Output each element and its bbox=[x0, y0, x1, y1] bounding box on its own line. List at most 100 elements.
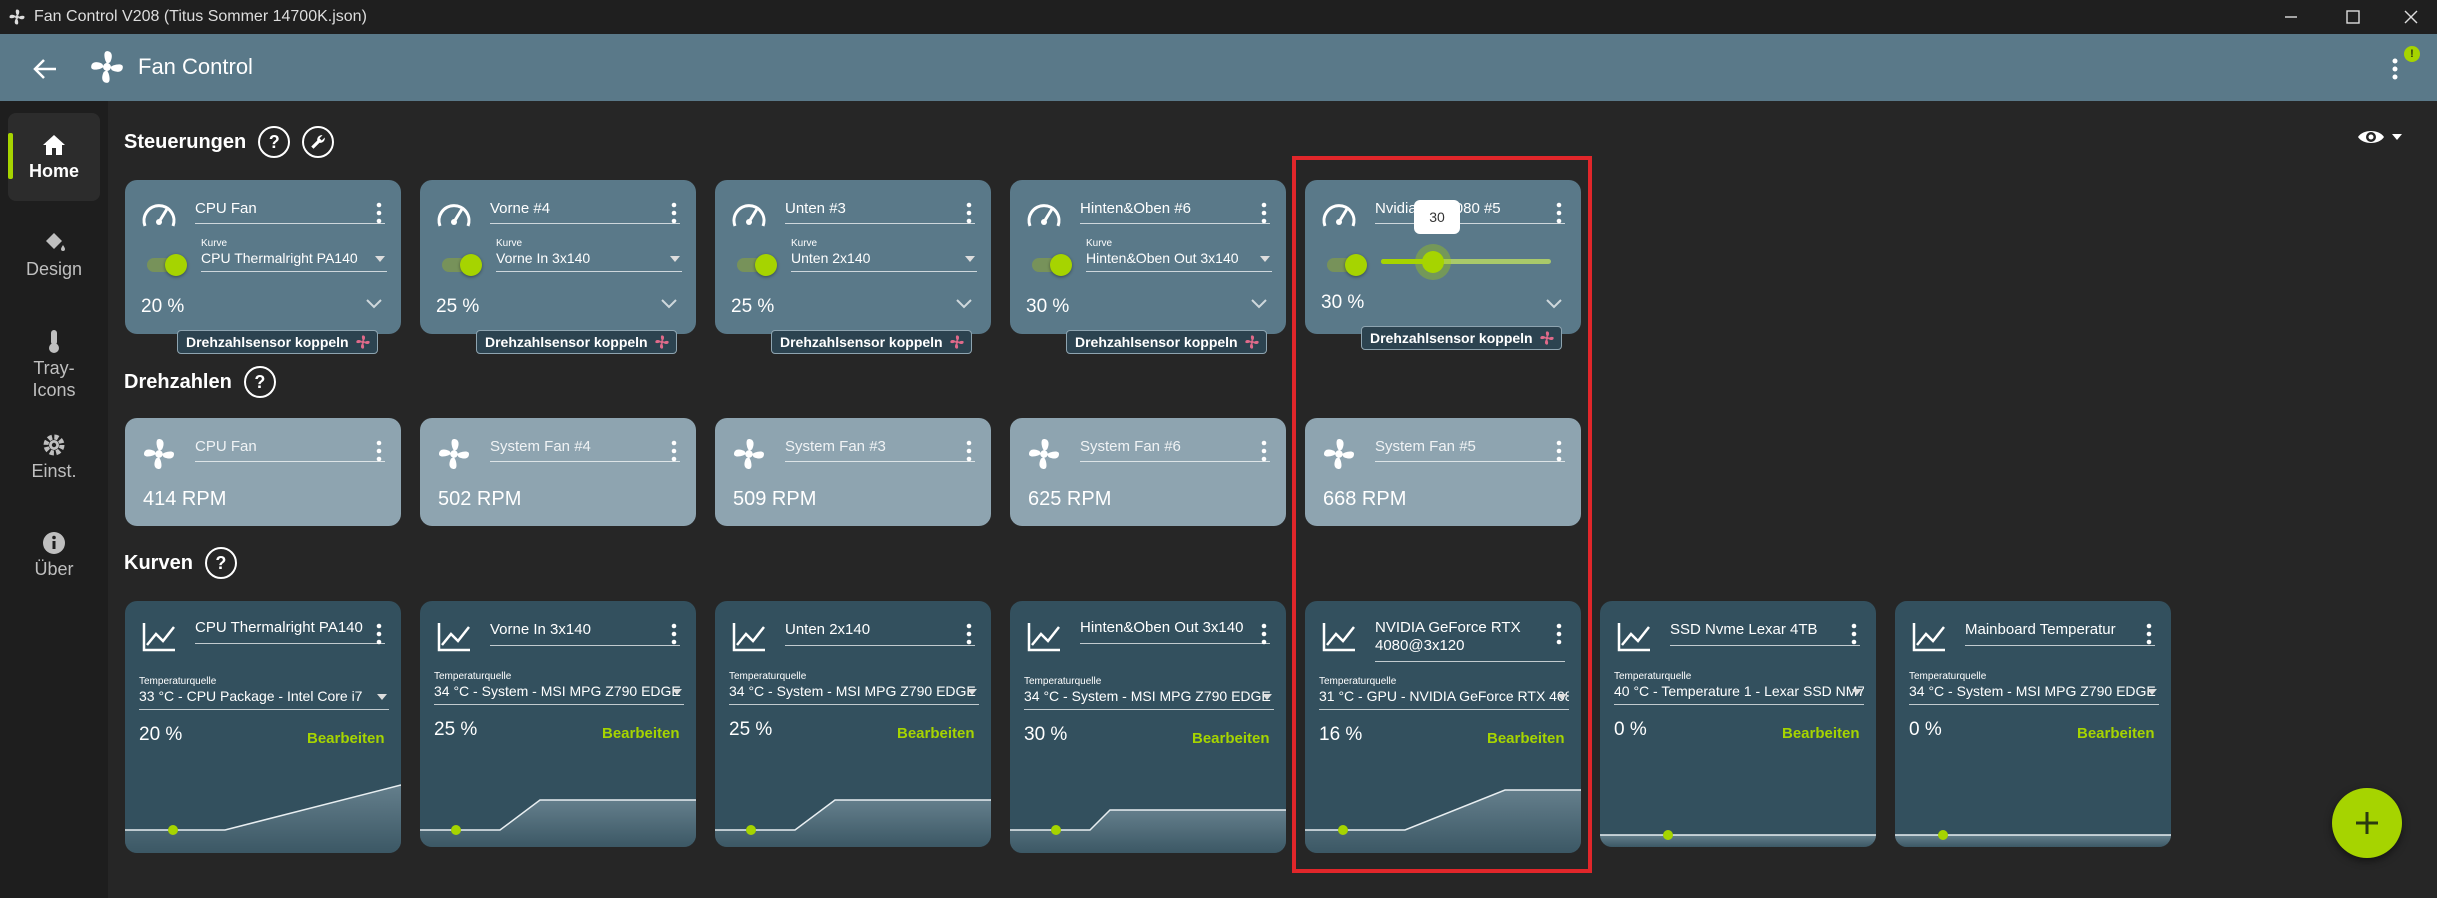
curve-card[interactable]: SSD Nvme Lexar 4TB Temperaturquelle 40 °C … bbox=[1600, 601, 1876, 847]
more-vert-icon[interactable] bbox=[375, 440, 383, 462]
couple-sensor-button[interactable]: Drehzahlsensor koppeln bbox=[1066, 330, 1267, 354]
curve-name-field[interactable]: Mainboard Temperatur bbox=[1965, 621, 2155, 646]
edit-curve-button[interactable]: Bearbeiten bbox=[1782, 725, 1860, 742]
temperature-source-select[interactable]: 40 °C - Temperature 1 - Lexar SSD NM790 bbox=[1614, 683, 1864, 705]
sensor-name-field[interactable]: System Fan #6 bbox=[1080, 438, 1270, 462]
control-name-field[interactable]: Vorne #4 bbox=[490, 200, 680, 224]
more-vert-icon[interactable] bbox=[1555, 623, 1563, 645]
curve-select[interactable]: CPU Thermalright PA140 bbox=[201, 250, 387, 272]
curve-select[interactable]: Vorne In 3x140 bbox=[496, 250, 682, 272]
couple-sensor-button[interactable]: Drehzahlsensor koppeln bbox=[476, 330, 677, 354]
more-vert-icon[interactable] bbox=[670, 623, 678, 645]
curve-card[interactable]: Hinten&Oben Out 3x140 Temperaturquelle 34 … bbox=[1010, 601, 1286, 853]
curve-select[interactable]: Unten 2x140 bbox=[791, 250, 977, 272]
temperature-source-select[interactable]: 33 °C - CPU Package - Intel Core i7 bbox=[139, 688, 389, 710]
more-vert-icon[interactable] bbox=[2145, 623, 2153, 645]
temperature-source-select[interactable]: 34 °C - System - MSI MPG Z790 EDGE bbox=[1024, 688, 1274, 710]
more-vert-icon[interactable] bbox=[375, 623, 383, 645]
sidebar-item-about[interactable]: Über bbox=[8, 511, 100, 599]
control-card[interactable]: Vorne #4 Kurve Vorne In 3x140 25 % bbox=[420, 180, 696, 334]
more-vert-icon[interactable] bbox=[1260, 623, 1268, 645]
chevron-down-icon[interactable] bbox=[1250, 298, 1268, 310]
curve-card[interactable]: Unten 2x140 Temperaturquelle 34 °C - Syste… bbox=[715, 601, 991, 847]
edit-curve-button[interactable]: Bearbeiten bbox=[602, 725, 680, 742]
control-card[interactable]: CPU Fan Kurve CPU Thermalright PA140 20 % bbox=[125, 180, 401, 334]
more-vert-icon[interactable] bbox=[965, 202, 973, 224]
sensor-name-field[interactable]: System Fan #4 bbox=[490, 438, 680, 462]
curve-card[interactable]: CPU Thermalright PA140 Temperaturquelle 33… bbox=[125, 601, 401, 853]
curve-card[interactable]: Vorne In 3x140 Temperaturquelle 34 °C - Sy… bbox=[420, 601, 696, 847]
rpm-card[interactable]: CPU Fan 414 RPM bbox=[125, 418, 401, 526]
more-vert-icon[interactable] bbox=[1850, 623, 1858, 645]
enable-toggle[interactable] bbox=[442, 254, 482, 276]
edit-curve-button[interactable]: Bearbeiten bbox=[307, 730, 385, 747]
rpm-card[interactable]: System Fan #3 509 RPM bbox=[715, 418, 991, 526]
control-name-field[interactable]: Hinten&Oben #6 bbox=[1080, 200, 1270, 224]
more-vert-icon[interactable] bbox=[1555, 440, 1563, 462]
maximize-button[interactable] bbox=[2318, 0, 2388, 34]
curve-name-field[interactable]: CPU Thermalright PA140 bbox=[195, 619, 385, 644]
more-vert-icon[interactable] bbox=[965, 440, 973, 462]
close-button[interactable] bbox=[2376, 0, 2437, 34]
visibility-eye-icon[interactable] bbox=[2356, 124, 2406, 150]
edit-curve-button[interactable]: Bearbeiten bbox=[1487, 730, 1565, 747]
more-vert-icon[interactable] bbox=[1260, 202, 1268, 224]
minimize-button[interactable] bbox=[2256, 0, 2326, 34]
back-arrow-icon[interactable] bbox=[30, 54, 60, 84]
chevron-down-icon[interactable] bbox=[660, 298, 678, 310]
sidebar-item-settings[interactable]: Einst. bbox=[8, 413, 100, 501]
help-button[interactable]: ? bbox=[243, 366, 276, 398]
more-vert-icon[interactable] bbox=[1260, 440, 1268, 462]
temperature-source-select[interactable]: 34 °C - System - MSI MPG Z790 EDGE bbox=[1909, 683, 2159, 705]
add-button[interactable] bbox=[2332, 788, 2402, 858]
temperature-source-select[interactable]: 34 °C - System - MSI MPG Z790 EDGE bbox=[729, 683, 979, 705]
control-name-field[interactable]: Unten #3 bbox=[785, 200, 975, 224]
curve-name-field[interactable]: NVIDIA GeForce RTX 4080@3x120 bbox=[1375, 619, 1565, 662]
sidebar-item-design[interactable]: Design bbox=[8, 211, 100, 299]
control-card[interactable]: Unten #3 Kurve Unten 2x140 25 % bbox=[715, 180, 991, 334]
more-vert-icon[interactable] bbox=[670, 440, 678, 462]
enable-toggle[interactable] bbox=[737, 254, 777, 276]
more-vert-icon[interactable] bbox=[670, 202, 678, 224]
enable-toggle[interactable] bbox=[147, 254, 187, 276]
help-button[interactable]: ? bbox=[258, 126, 291, 158]
couple-sensor-button[interactable]: Drehzahlsensor koppeln bbox=[771, 330, 972, 354]
couple-sensor-button[interactable]: Drehzahlsensor koppeln bbox=[1361, 326, 1562, 350]
tools-button[interactable] bbox=[302, 126, 335, 158]
control-name-field[interactable]: NvidiaRTX4080 #5 bbox=[1375, 200, 1565, 224]
chevron-down-icon[interactable] bbox=[365, 298, 383, 310]
curve-name-field[interactable]: SSD Nvme Lexar 4TB bbox=[1670, 621, 1860, 646]
more-vert-icon[interactable] bbox=[375, 202, 383, 224]
chevron-down-icon[interactable] bbox=[1545, 298, 1563, 310]
temperature-source-select[interactable]: 34 °C - System - MSI MPG Z790 EDGE bbox=[434, 683, 684, 705]
curve-name-field[interactable]: Hinten&Oben Out 3x140 bbox=[1080, 619, 1270, 644]
help-button[interactable]: ? bbox=[204, 547, 237, 579]
curve-select[interactable]: Hinten&Oben Out 3x140 bbox=[1086, 250, 1272, 272]
curve-name-field[interactable]: Unten 2x140 bbox=[785, 621, 975, 646]
enable-toggle[interactable] bbox=[1032, 254, 1072, 276]
sensor-name-field[interactable]: CPU Fan bbox=[195, 438, 385, 462]
temperature-source-select[interactable]: 31 °C - GPU - NVIDIA GeForce RTX 4080 bbox=[1319, 688, 1569, 710]
control-card[interactable]: Hinten&Oben #6 Kurve Hinten&Oben Out 3x140… bbox=[1010, 180, 1286, 334]
edit-curve-button[interactable]: Bearbeiten bbox=[1192, 730, 1270, 747]
curve-card[interactable]: Mainboard Temperatur Temperaturquelle 34 °… bbox=[1895, 601, 2171, 847]
sensor-name-field[interactable]: System Fan #5 bbox=[1375, 438, 1565, 462]
enable-toggle[interactable] bbox=[1327, 254, 1367, 276]
chevron-down-icon[interactable] bbox=[955, 298, 973, 310]
rpm-card[interactable]: System Fan #6 625 RPM bbox=[1010, 418, 1286, 526]
rpm-card[interactable]: System Fan #4 502 RPM bbox=[420, 418, 696, 526]
sidebar-item-home[interactable]: Home bbox=[8, 113, 100, 201]
couple-sensor-button[interactable]: Drehzahlsensor koppeln bbox=[177, 330, 378, 354]
sidebar-item-tray-icons[interactable]: Tray- Icons bbox=[8, 309, 100, 409]
sensor-name-field[interactable]: System Fan #3 bbox=[785, 438, 975, 462]
more-vert-icon[interactable] bbox=[1555, 202, 1563, 224]
manual-slider-track[interactable] bbox=[1381, 259, 1551, 264]
notification-badge[interactable]: ! bbox=[2404, 46, 2420, 62]
control-name-field[interactable]: CPU Fan bbox=[195, 200, 385, 224]
edit-curve-button[interactable]: Bearbeiten bbox=[897, 725, 975, 742]
curve-name-field[interactable]: Vorne In 3x140 bbox=[490, 621, 680, 646]
manual-slider-thumb[interactable] bbox=[1422, 251, 1444, 273]
more-vert-icon[interactable] bbox=[965, 623, 973, 645]
rpm-card[interactable]: System Fan #5 668 RPM bbox=[1305, 418, 1581, 526]
curve-card[interactable]: NVIDIA GeForce RTX 4080@3x120 Temperaturq… bbox=[1305, 601, 1581, 853]
